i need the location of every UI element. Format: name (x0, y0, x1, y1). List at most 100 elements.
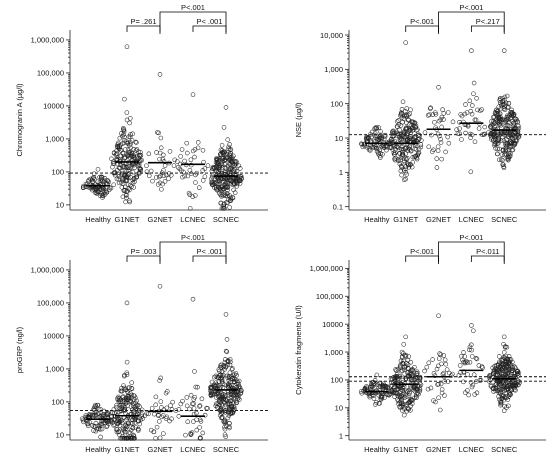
data-point (506, 403, 511, 409)
data-point (516, 132, 521, 138)
data-point (111, 417, 117, 422)
y-tick-label: 1,000 (324, 348, 343, 357)
data-point (210, 174, 215, 180)
x-category-label: G2NET (426, 215, 451, 224)
data-point (187, 406, 192, 412)
data-point (388, 145, 394, 150)
data-point (381, 136, 387, 142)
data-point (158, 135, 164, 141)
data-point (465, 360, 470, 365)
data-point (422, 130, 428, 135)
data-point (124, 152, 130, 157)
data-point (377, 383, 383, 389)
data-point (498, 387, 503, 392)
data-point (159, 414, 164, 420)
data-point (237, 174, 242, 180)
data-point (497, 397, 502, 402)
data-point-max (95, 402, 101, 408)
data-point (425, 113, 431, 118)
data-point (505, 397, 511, 402)
data-point (488, 125, 494, 130)
data-point (377, 381, 382, 386)
data-point (470, 103, 475, 108)
data-point (216, 169, 222, 174)
data-point (505, 134, 511, 140)
data-point (132, 179, 137, 184)
data-point (493, 368, 499, 374)
data-point (167, 149, 173, 154)
data-point (132, 165, 137, 170)
data-point (222, 165, 228, 170)
data-point (374, 400, 379, 405)
data-point (450, 371, 455, 377)
data-point (120, 194, 126, 200)
data-point (504, 344, 510, 350)
data-point (119, 418, 125, 423)
data-point (498, 122, 504, 128)
data-point (175, 165, 181, 170)
data-point (118, 403, 124, 408)
data-point (495, 146, 501, 152)
data-point (506, 360, 511, 365)
data-point (416, 132, 422, 138)
data-point (221, 125, 227, 130)
data-point (181, 169, 186, 175)
comparison-bracket: P<.011 (470, 247, 505, 262)
p-value-label: P<.001 (181, 233, 205, 242)
data-point (496, 104, 502, 109)
x-category-label: LCNEC (180, 215, 206, 224)
data-point (390, 376, 395, 382)
data-point (494, 373, 500, 379)
data-point (195, 145, 201, 151)
data-point (378, 129, 383, 134)
data-point (438, 136, 443, 142)
bracket-line (438, 241, 505, 264)
p-value-label: P<.001 (459, 233, 483, 242)
p-value-label: P<.001 (410, 17, 434, 26)
data-point (399, 110, 404, 115)
data-point (388, 383, 394, 389)
bracket-line (405, 25, 439, 32)
data-point (499, 362, 505, 368)
data-point (109, 417, 114, 423)
data-point (469, 132, 475, 137)
y-tick-label: 100,000 (37, 69, 64, 78)
data-point (491, 137, 496, 143)
data-point (425, 386, 431, 392)
data-point (473, 356, 479, 361)
bracket-line (470, 25, 505, 32)
data-point (131, 433, 137, 439)
data-point (197, 417, 203, 423)
data-point (503, 142, 508, 148)
data-point (479, 364, 485, 369)
data-point (190, 194, 195, 199)
data-point (501, 102, 507, 107)
data-point (498, 100, 503, 106)
data-point (191, 406, 197, 411)
data-point (509, 370, 514, 375)
data-point (371, 381, 377, 386)
data-point (502, 119, 508, 125)
data-point (476, 363, 482, 368)
data-point (401, 342, 407, 347)
data-point (215, 405, 221, 410)
data-point (414, 128, 419, 133)
data-point (223, 396, 228, 402)
data-point (468, 135, 473, 141)
data-point (93, 412, 99, 418)
comparison-bracket: P< .001 (192, 247, 227, 262)
y-tick-label: 1 (339, 431, 343, 440)
data-point (371, 393, 376, 398)
x-category-label: G1NET (114, 215, 139, 224)
data-point (174, 159, 180, 164)
data-point (501, 393, 506, 398)
data-point (506, 392, 512, 398)
data-point (399, 144, 404, 150)
data-point (133, 148, 139, 153)
x-category-label: G2NET (147, 215, 172, 224)
data-point (202, 166, 208, 171)
data-point (128, 398, 133, 403)
data-point (144, 169, 150, 175)
data-point (461, 379, 466, 385)
